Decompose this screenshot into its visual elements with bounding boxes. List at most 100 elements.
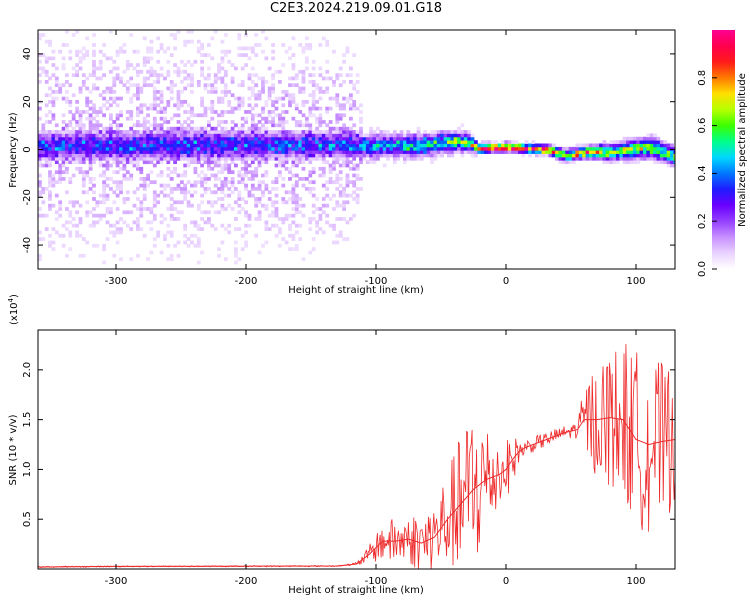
heatmap-cell	[406, 153, 411, 158]
heatmap-cell	[335, 180, 340, 185]
heatmap-cell	[223, 110, 228, 114]
heatmap-cell	[342, 193, 346, 198]
heatmap-cell	[619, 150, 624, 154]
heatmap-cell	[203, 86, 208, 91]
heatmap-cell	[281, 156, 286, 161]
heatmap-cell	[75, 136, 79, 141]
heatmap-cell	[149, 160, 154, 165]
heatmap-cell	[166, 150, 171, 154]
heatmap-cell	[338, 183, 343, 188]
heatmap-cell	[115, 130, 120, 134]
heatmap-cell	[616, 146, 620, 151]
heatmap-cell	[227, 130, 232, 134]
heatmap-cell	[288, 130, 292, 134]
heatmap-cell	[196, 83, 201, 88]
heatmap-cell	[335, 173, 340, 178]
heatmap-cell	[119, 217, 123, 221]
heatmap-cell	[240, 160, 245, 165]
heatmap-cell	[653, 143, 657, 148]
heatmap-cell	[274, 106, 279, 111]
heatmap-cell	[264, 80, 269, 84]
heatmap-cell	[592, 146, 597, 151]
heatmap-cell	[200, 177, 204, 181]
heatmap-cell	[210, 36, 215, 41]
heatmap-cell	[58, 156, 63, 161]
heatmap-cell	[578, 150, 583, 154]
heatmap-cell	[102, 103, 106, 108]
heatmap-cell	[152, 163, 157, 168]
heatmap-cell	[250, 150, 255, 154]
heatmap-cell	[234, 123, 238, 128]
heatmap-cell	[298, 120, 303, 124]
heatmap-cell	[180, 187, 184, 191]
heatmap-cell	[372, 130, 377, 134]
heatmap-cell	[119, 156, 123, 161]
heatmap-cell	[203, 177, 208, 181]
heatmap-cell	[274, 156, 279, 161]
heatmap-cell	[419, 153, 424, 158]
heatmap-cell	[338, 156, 343, 161]
heatmap-cell	[207, 163, 211, 168]
snr-multiplier-prefix: (x10	[9, 302, 20, 325]
heatmap-cell	[291, 140, 296, 144]
heatmap-cell	[75, 123, 79, 128]
heatmap-cell	[207, 220, 211, 225]
heatmap-cell	[58, 140, 63, 144]
heatmap-cell	[75, 230, 79, 235]
heatmap-cell	[54, 90, 59, 94]
heatmap-cell	[311, 106, 316, 111]
heatmap-cell	[629, 156, 634, 161]
heatmap-cell	[44, 80, 49, 84]
heatmap-cell	[190, 136, 194, 141]
heatmap-cell	[616, 160, 620, 165]
heatmap-cell	[663, 146, 668, 151]
heatmap-cell	[250, 46, 255, 51]
heatmap-cell	[115, 193, 120, 198]
heatmap-cell	[230, 170, 235, 175]
heatmap-cell	[636, 153, 641, 158]
heatmap-cell	[278, 163, 282, 168]
heatmap-cell	[342, 150, 346, 154]
heatmap-cell	[413, 146, 417, 151]
heatmap-cell	[227, 166, 232, 171]
heatmap-cell	[254, 43, 259, 47]
heatmap-cell	[250, 120, 255, 124]
heatmap-cell	[152, 213, 157, 218]
heatmap-cell	[257, 136, 262, 141]
heatmap-cell	[149, 153, 154, 158]
heatmap-cell	[142, 187, 147, 191]
heatmap-cell	[342, 113, 346, 118]
heatmap-cell	[359, 130, 363, 134]
heatmap-cell	[328, 76, 333, 81]
heatmap-cell	[301, 140, 306, 144]
heatmap-cell	[180, 69, 184, 74]
heatmap-cell	[250, 173, 255, 178]
heatmap-cell	[227, 100, 232, 104]
heatmap-cell	[281, 146, 286, 151]
heatmap-cell	[318, 207, 323, 211]
heatmap-cell	[125, 223, 130, 228]
heatmap-cell	[261, 90, 265, 94]
heatmap-cell	[237, 153, 242, 158]
heatmap-cell	[102, 190, 106, 195]
heatmap-cell	[244, 156, 248, 161]
heatmap-cell	[237, 227, 242, 231]
heatmap-cell	[369, 133, 373, 138]
heatmap-cell	[115, 143, 120, 148]
heatmap-cell	[159, 46, 164, 51]
heatmap-cell	[142, 56, 147, 61]
heatmap-cell	[463, 146, 468, 151]
heatmap-cell	[342, 203, 346, 208]
heatmap-cell	[146, 146, 150, 151]
heatmap-cell	[450, 150, 455, 154]
heatmap-cell	[220, 130, 225, 134]
heatmap-cell	[136, 156, 140, 161]
heatmap-cell	[352, 140, 357, 144]
heatmap-cell	[321, 140, 326, 144]
heatmap-cell	[545, 146, 549, 151]
heatmap-cell	[129, 96, 134, 101]
heatmap-cell	[68, 247, 73, 252]
heatmap-cell	[186, 83, 191, 88]
heatmap-cell	[54, 143, 59, 148]
heatmap-cell	[41, 156, 46, 161]
